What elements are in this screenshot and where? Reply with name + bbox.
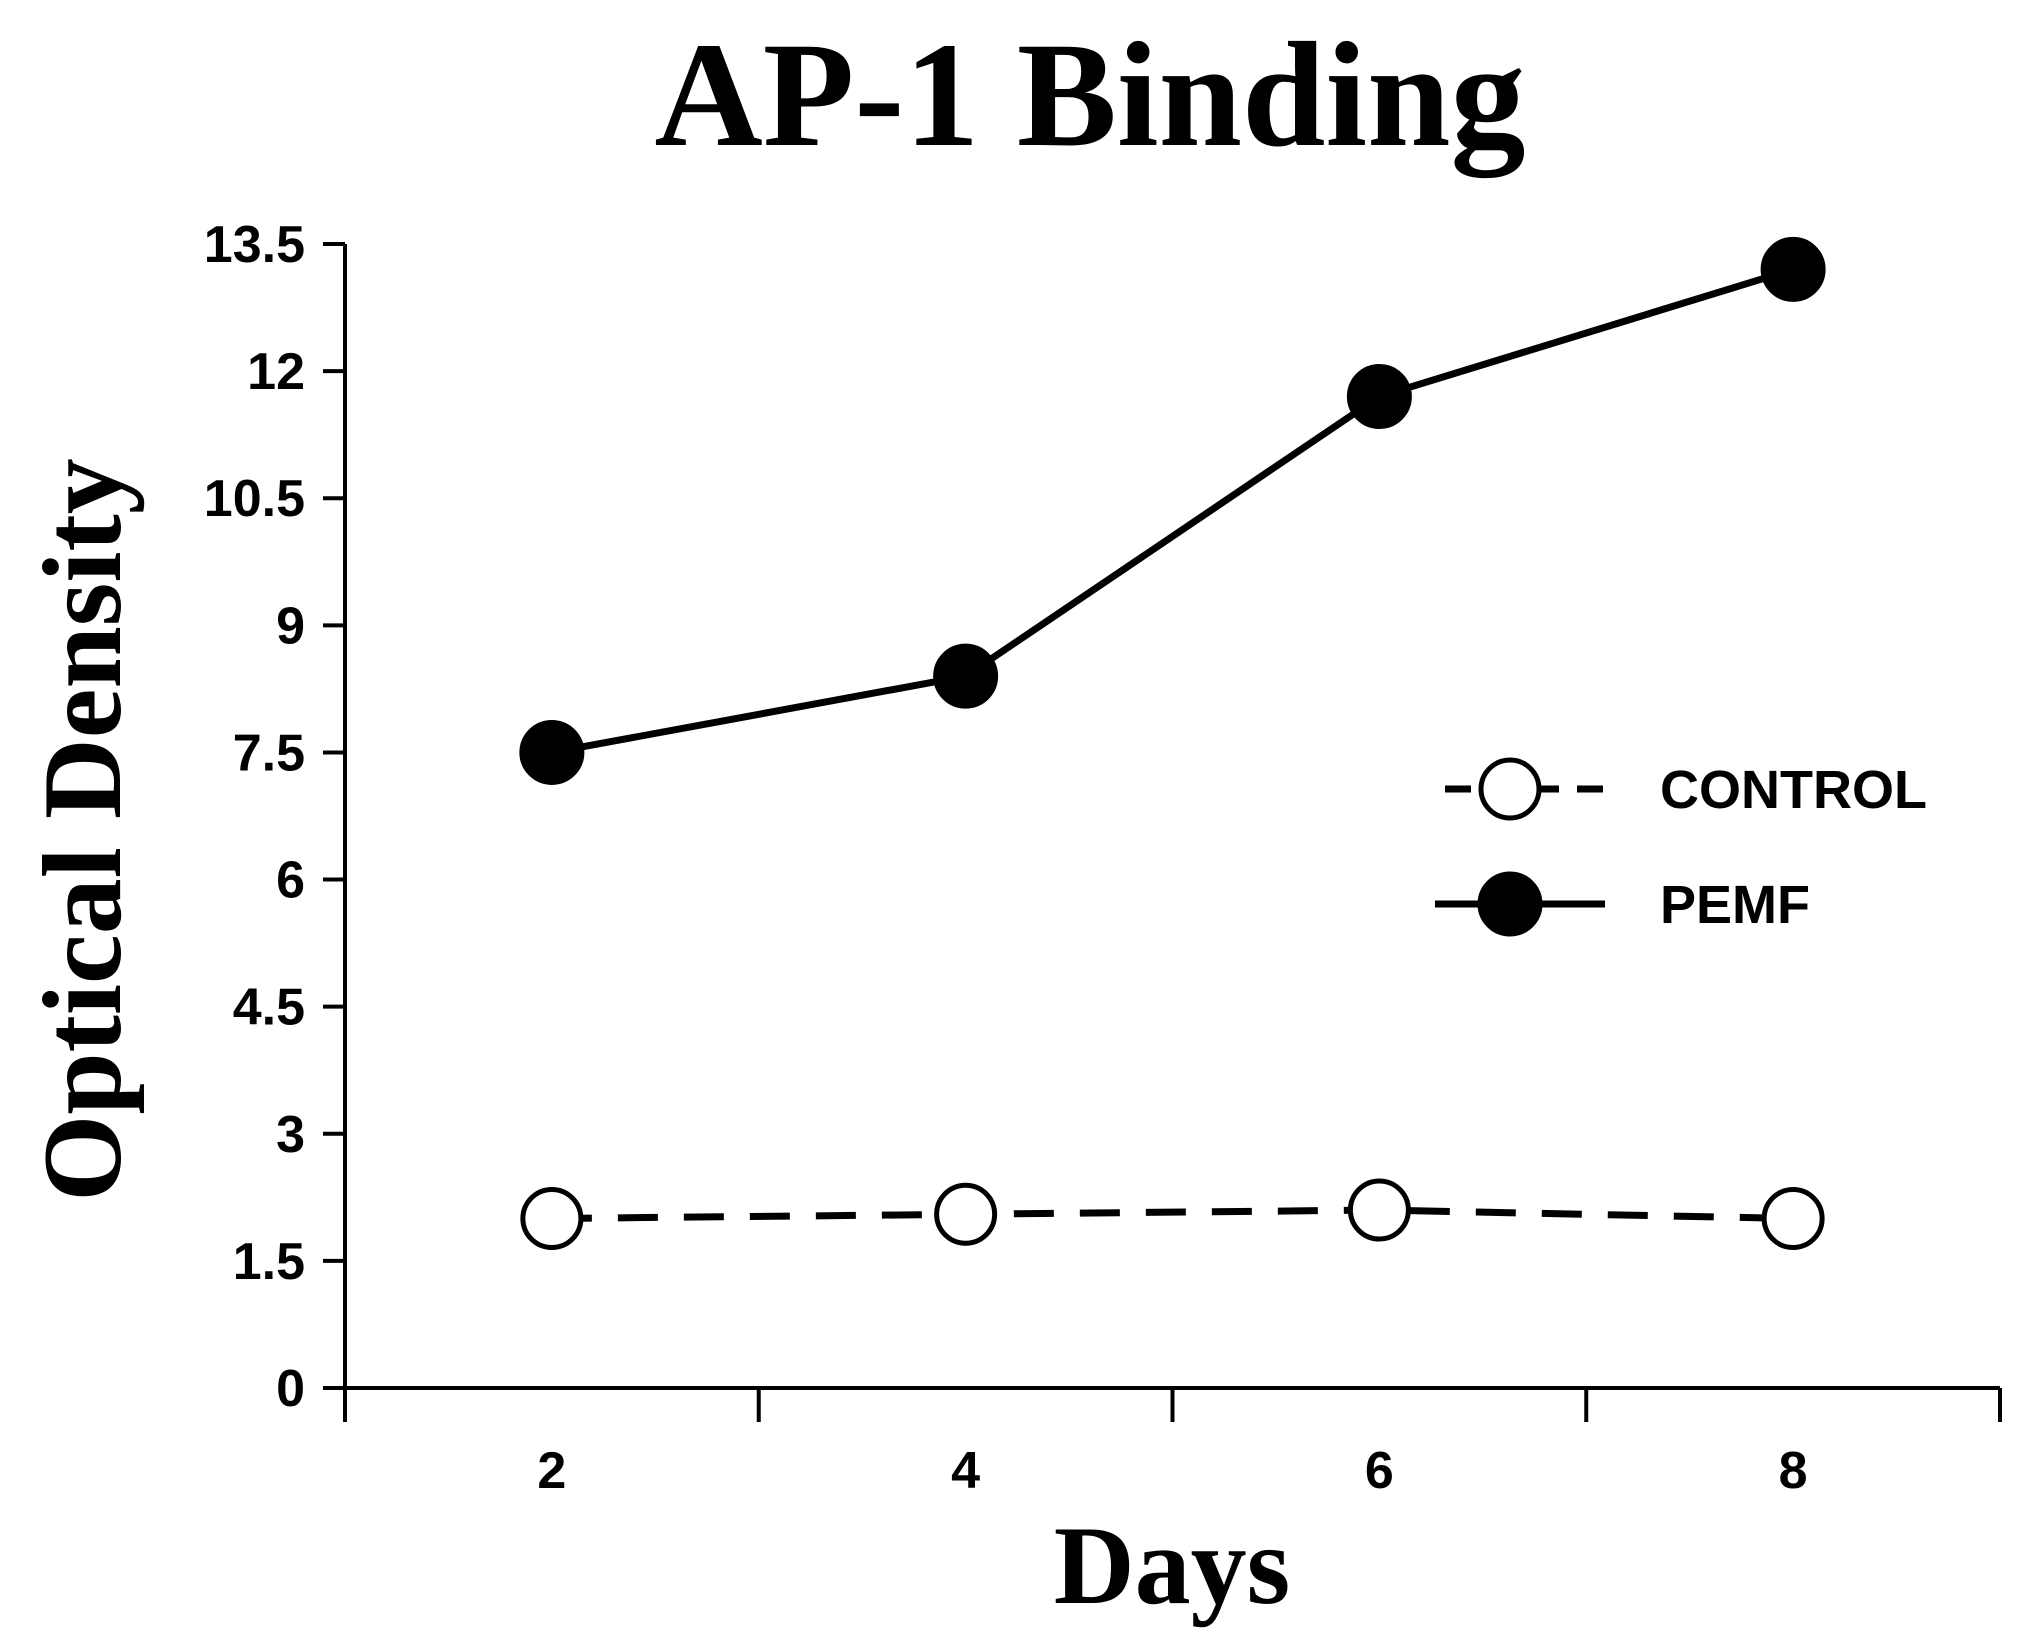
data-point-control	[934, 1182, 998, 1246]
x-tick-label: 2	[537, 1442, 566, 1500]
legend-pemf-label: PEMF	[1660, 875, 1810, 935]
y-tick-label: 12	[247, 343, 305, 401]
data-point-control	[1347, 1178, 1411, 1242]
series-pemf	[519, 236, 1826, 785]
y-tick-label: 7.5	[233, 724, 305, 782]
y-tick-label: 3	[276, 1106, 305, 1164]
y-tick-label: 13.5	[204, 216, 305, 274]
data-point-pemf	[519, 719, 585, 785]
legend-control-marker	[1478, 757, 1542, 821]
y-tick-label: 1.5	[233, 1233, 305, 1291]
y-tick-label: 6	[276, 852, 305, 910]
data-point-pemf	[933, 643, 999, 709]
series-line-pemf	[551, 266, 1795, 756]
y-ticks: 0 1.5 3 4.5 6 7.5 9 10.5 12 13.5	[204, 216, 345, 1418]
series-line-control	[551, 1206, 1794, 1223]
x-axis-label: Days	[1054, 1504, 1290, 1628]
legend-item-control: CONTROL	[1445, 757, 1927, 821]
legend-item-pemf: PEMF	[1435, 871, 1810, 937]
y-tick-label: 4.5	[233, 979, 305, 1037]
data-point-pemf	[1346, 364, 1412, 430]
y-tick-label: 0	[276, 1360, 305, 1418]
series-layer	[519, 236, 1826, 1251]
legend-pemf-marker	[1477, 871, 1543, 937]
x-ticks: 2 4 6 8	[343, 1388, 2002, 1500]
data-point-pemf	[1760, 236, 1826, 302]
chart-title: AP-1 Binding	[654, 12, 1525, 178]
y-tick-label: 9	[276, 597, 305, 655]
y-tick-label: 10.5	[204, 470, 305, 528]
x-tick-label: 8	[1779, 1442, 1808, 1500]
data-point-control	[1761, 1187, 1825, 1251]
data-point-control	[520, 1187, 584, 1251]
legend-control-label: CONTROL	[1660, 760, 1927, 820]
legend: CONTROL PEMF	[1435, 757, 1927, 937]
x-tick-label: 6	[1365, 1442, 1394, 1500]
y-axis-label: Optical Density	[21, 458, 145, 1202]
series-control	[520, 1178, 1825, 1251]
x-tick-label: 4	[951, 1442, 980, 1500]
